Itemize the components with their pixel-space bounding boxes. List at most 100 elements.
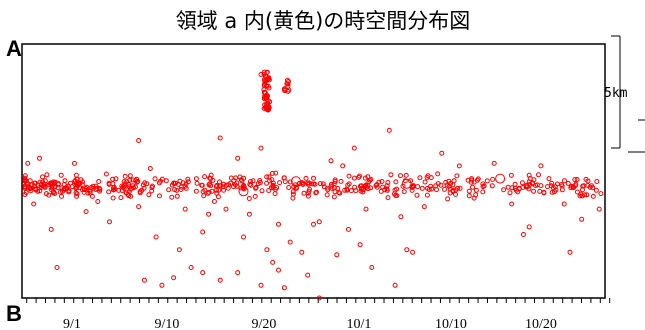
data-point — [417, 175, 423, 181]
data-point — [217, 179, 222, 185]
data-point — [351, 175, 357, 181]
data-point — [73, 172, 79, 178]
data-point — [549, 180, 555, 186]
data-point — [538, 163, 544, 169]
data-point — [89, 193, 95, 199]
data-point — [325, 185, 330, 191]
chart-title: 領域 a 内(黄色)の時空間分布図 — [176, 9, 471, 33]
data-point — [309, 181, 315, 187]
data-point — [258, 72, 264, 77]
data-point — [50, 190, 56, 196]
data-point — [316, 295, 322, 301]
data-point — [424, 174, 430, 180]
data-point — [388, 172, 394, 178]
data-point — [240, 183, 246, 189]
data-point — [200, 270, 206, 276]
data-point — [301, 190, 307, 196]
data-points — [22, 69, 604, 301]
data-point — [277, 180, 283, 186]
y-end-label-top: A — [6, 36, 22, 61]
x-tick-label: 9/1 — [63, 317, 81, 330]
data-point — [228, 175, 234, 181]
data-point — [285, 83, 291, 89]
data-point — [205, 190, 211, 196]
data-point — [269, 170, 275, 176]
data-point — [185, 176, 191, 182]
data-point — [351, 145, 357, 151]
data-point — [266, 105, 272, 111]
data-point — [169, 182, 175, 188]
data-point — [180, 180, 186, 186]
data-point — [373, 182, 379, 188]
data-point — [582, 192, 588, 198]
data-point — [207, 175, 213, 181]
data-point — [534, 182, 540, 188]
data-point — [273, 170, 279, 176]
data-point — [325, 187, 331, 193]
data-point — [42, 183, 48, 189]
data-point — [72, 160, 77, 166]
data-point — [400, 183, 406, 189]
data-point — [590, 185, 596, 191]
data-point — [570, 184, 576, 189]
data-point — [410, 249, 416, 255]
data-point — [31, 201, 37, 207]
data-point — [466, 193, 472, 199]
data-point — [357, 173, 362, 179]
data-point — [172, 187, 178, 193]
data-point — [96, 179, 102, 184]
data-point — [362, 175, 368, 181]
data-point — [199, 182, 205, 188]
data-point — [419, 185, 425, 191]
data-point — [484, 178, 490, 184]
data-point — [48, 181, 54, 187]
data-point — [149, 188, 155, 194]
data-point — [79, 182, 85, 188]
data-point — [246, 211, 252, 217]
data-point — [579, 216, 585, 222]
data-point — [447, 186, 453, 192]
x-tick-label: 10/10 — [435, 317, 467, 330]
data-point — [580, 183, 586, 189]
data-point — [81, 187, 87, 193]
data-point — [79, 187, 85, 193]
x-tick-label: 10/1 — [347, 317, 372, 330]
data-point — [175, 181, 181, 187]
data-point — [215, 194, 221, 200]
data-point — [469, 176, 475, 182]
data-point — [241, 234, 246, 240]
data-point — [206, 211, 212, 217]
data-point — [93, 183, 99, 189]
data-point — [194, 180, 200, 186]
data-point — [253, 184, 259, 190]
data-point — [442, 186, 447, 192]
data-point — [519, 180, 525, 186]
data-point — [385, 180, 391, 185]
data-point — [25, 160, 31, 166]
data-point — [127, 173, 133, 179]
data-point — [541, 190, 547, 196]
plot-area — [21, 43, 606, 299]
scale-bar-label: 5km — [604, 86, 628, 101]
data-point — [509, 201, 515, 207]
data-point — [136, 204, 142, 210]
data-point — [398, 173, 403, 179]
data-point — [410, 184, 416, 189]
data-point — [202, 174, 207, 180]
data-point — [113, 176, 119, 182]
data-point — [235, 155, 241, 161]
data-point — [261, 77, 267, 83]
data-point — [305, 272, 311, 278]
data-point — [224, 182, 229, 188]
data-point — [182, 206, 188, 212]
data-point — [537, 188, 543, 194]
data-point — [385, 195, 391, 201]
data-point — [140, 182, 146, 188]
data-point — [22, 185, 28, 191]
data-point — [32, 180, 38, 186]
data-point — [276, 267, 281, 273]
x-axis-ticks — [26, 298, 611, 303]
data-point — [28, 188, 34, 194]
data-point — [526, 186, 532, 192]
